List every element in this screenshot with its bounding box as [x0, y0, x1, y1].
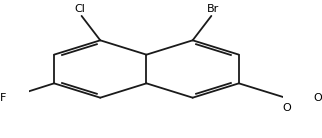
Text: Br: Br: [206, 4, 219, 14]
Text: F: F: [0, 93, 7, 103]
Text: Cl: Cl: [75, 4, 86, 14]
Text: O: O: [313, 93, 322, 103]
Text: O: O: [282, 103, 291, 113]
